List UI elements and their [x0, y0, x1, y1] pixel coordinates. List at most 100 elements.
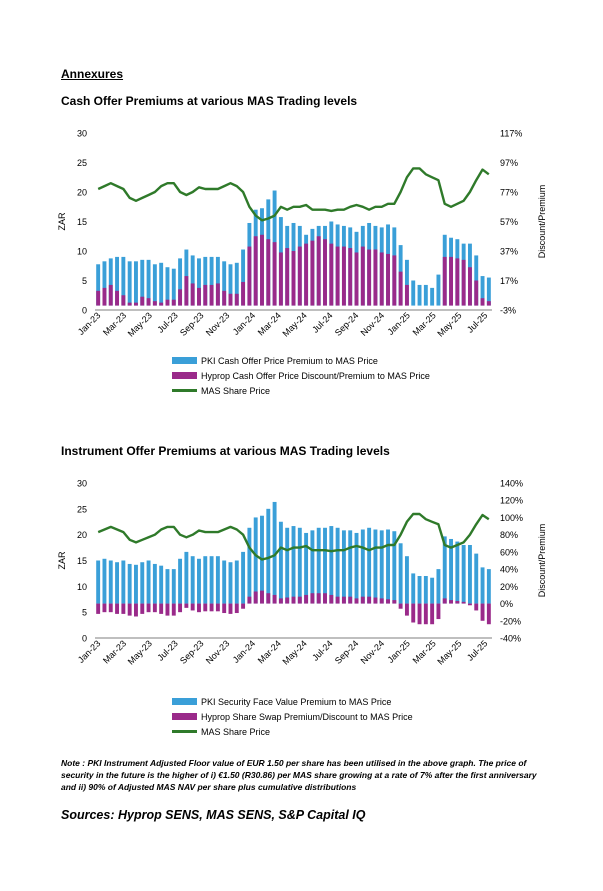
- purple-bar: [115, 603, 120, 614]
- legend-swatch-blue: [172, 357, 197, 364]
- blue-bar: [455, 541, 460, 604]
- blue-bar: [404, 556, 409, 604]
- chart1-title: Cash Offer Premiums at various MAS Tradi…: [61, 94, 358, 108]
- purple-bar: [461, 601, 466, 604]
- blue-bar: [335, 527, 340, 604]
- purple-bar: [341, 596, 346, 604]
- purple-bar: [215, 283, 220, 306]
- purple-bar: [178, 289, 183, 306]
- blue-bar: [165, 569, 170, 604]
- purple-bar: [278, 252, 283, 306]
- blue-bar: [209, 556, 214, 604]
- y2-axis-title: Discount/Premium: [537, 185, 547, 259]
- purple-bar: [278, 598, 283, 604]
- purple-bar: [165, 299, 170, 306]
- blue-bar: [480, 567, 485, 604]
- blue-bar: [209, 256, 214, 306]
- blue-bar: [228, 562, 233, 604]
- purple-bar: [316, 593, 321, 604]
- blue-bar: [222, 261, 227, 306]
- x-tick-label: Jul-25: [465, 638, 489, 662]
- x-tick-label: Mar-24: [256, 310, 283, 337]
- purple-bar: [436, 603, 441, 620]
- y-tick-label: 5: [82, 608, 87, 618]
- blue-bar: [184, 551, 189, 604]
- purple-bar: [304, 594, 309, 604]
- purple-bar: [329, 594, 334, 604]
- y2-tick-label: 80%: [500, 530, 518, 540]
- y2-tick-label: 17%: [500, 276, 518, 286]
- purple-bar: [108, 284, 113, 306]
- y-tick-label: 30: [77, 129, 87, 139]
- purple-bar: [184, 276, 189, 306]
- legend-label: PKI Security Face Value Premium to MAS P…: [201, 696, 392, 707]
- purple-bar: [373, 597, 378, 604]
- purple-bar: [222, 290, 227, 306]
- blue-bar: [215, 556, 220, 604]
- purple-bar: [241, 603, 246, 609]
- purple-bar: [360, 596, 365, 604]
- purple-bar: [121, 295, 126, 306]
- blue-bar: [266, 508, 271, 604]
- purple-bar: [121, 603, 126, 614]
- blue-bar: [392, 531, 397, 604]
- chart1-legend: PKI Cash Offer Price Premium to MAS Pric…: [172, 353, 430, 398]
- legend-swatch-purple: [172, 372, 197, 379]
- legend-item-hyprop-cash: Hyprop Cash Offer Price Discount/Premium…: [172, 368, 430, 383]
- blue-bar: [386, 529, 390, 604]
- x-tick-label: Jul-24: [310, 310, 334, 334]
- purple-bar: [285, 597, 290, 604]
- blue-bar: [115, 256, 120, 306]
- blue-bar: [197, 258, 201, 306]
- purple-bar: [127, 302, 132, 306]
- purple-bar: [335, 596, 340, 604]
- blue-bar: [203, 256, 208, 306]
- purple-bar: [203, 603, 208, 612]
- y-tick-label: 0: [82, 634, 87, 644]
- purple-bar: [442, 598, 447, 604]
- x-tick-label: Mar-23: [101, 638, 128, 665]
- purple-bar: [260, 234, 264, 306]
- blue-bar: [278, 521, 283, 604]
- purple-bar: [480, 298, 485, 306]
- purple-bar: [392, 255, 397, 306]
- purple-bar: [197, 603, 201, 613]
- blue-bar: [430, 577, 435, 604]
- blue-bar: [96, 560, 101, 604]
- x-tick-label: Sep-23: [178, 638, 206, 666]
- purple-bar: [398, 271, 403, 306]
- y2-axis-title: Discount/Premium: [537, 524, 547, 598]
- blue-bar: [411, 280, 416, 306]
- purple-bar: [134, 302, 138, 306]
- purple-bar: [266, 593, 271, 604]
- blue-bar: [354, 532, 359, 604]
- x-tick-label: Mar-25: [411, 638, 438, 665]
- x-tick-label: Jan-23: [76, 638, 103, 665]
- purple-bar: [247, 596, 252, 604]
- purple-bar: [404, 603, 409, 616]
- x-tick-label: Nov-23: [204, 638, 232, 666]
- purple-bar: [134, 603, 138, 617]
- purple-bar: [480, 603, 485, 621]
- legend-swatch-blue: [172, 698, 197, 705]
- y2-tick-label: 97%: [500, 158, 518, 168]
- purple-bar: [341, 246, 346, 306]
- blue-bar: [234, 560, 239, 604]
- purple-bar: [266, 239, 271, 306]
- blue-bar: [404, 259, 409, 306]
- purple-bar: [316, 236, 321, 306]
- blue-bar: [316, 527, 321, 604]
- blue-bar: [367, 527, 372, 604]
- purple-bar: [102, 603, 107, 613]
- x-tick-label: May-23: [126, 310, 154, 338]
- blue-bar: [341, 530, 346, 604]
- purple-bar: [411, 603, 416, 623]
- purple-bar: [215, 603, 220, 612]
- blue-bar: [272, 501, 277, 604]
- purple-bar: [354, 252, 359, 306]
- chart2-legend: PKI Security Face Value Premium to MAS P…: [172, 694, 413, 739]
- x-tick-label: Sep-24: [333, 310, 361, 338]
- purple-bar: [430, 603, 435, 625]
- purple-bar: [310, 240, 315, 306]
- purple-bar: [386, 599, 390, 604]
